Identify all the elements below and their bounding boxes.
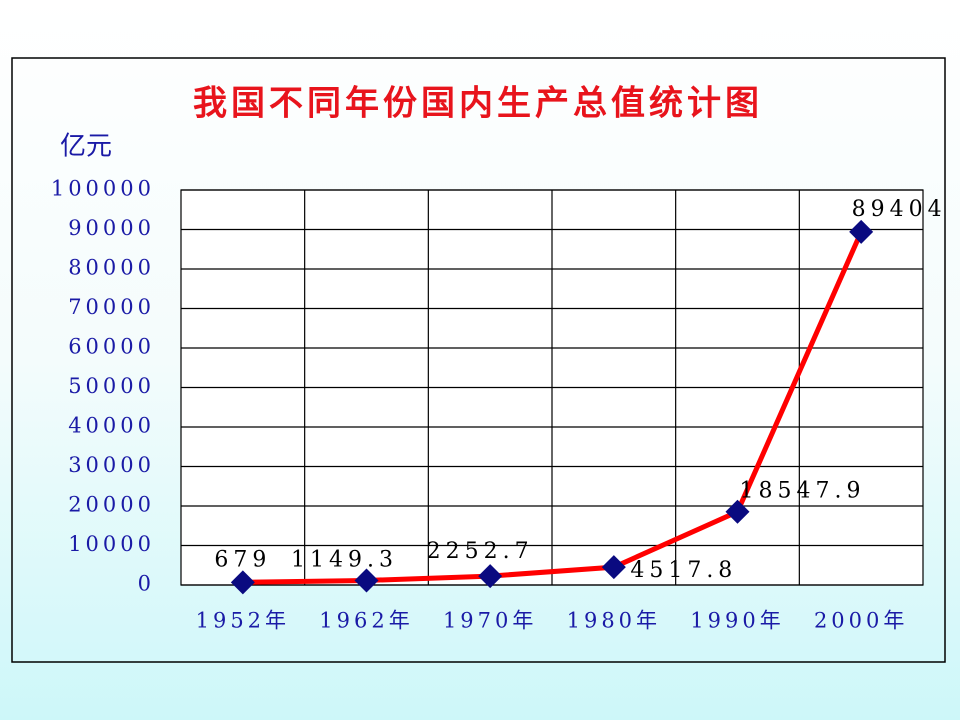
value-label: 2252.7	[427, 539, 534, 564]
y-tick-label: 100000	[51, 177, 155, 201]
y-tick-label: 60000	[68, 335, 155, 359]
y-tick-label: 0	[138, 572, 155, 596]
value-label: 1149.3	[291, 547, 398, 572]
frame	[11, 57, 946, 663]
marker	[725, 499, 750, 524]
x-tick-label: 1990年	[690, 609, 784, 633]
marker	[354, 568, 379, 593]
x-tick-label: 1952年	[196, 609, 290, 633]
marker	[849, 219, 874, 244]
y-tick-label: 10000	[68, 532, 155, 556]
marker	[478, 564, 503, 589]
x-tick-label: 1962年	[319, 609, 413, 633]
y-tick-label: 20000	[68, 493, 155, 517]
x-tick-label: 1980年	[567, 609, 661, 633]
value-label: 4517.8	[630, 558, 737, 583]
marker	[601, 555, 626, 580]
y-axis-label: 亿元	[60, 132, 112, 162]
value-label: 18547.9	[740, 479, 866, 504]
y-tick-label: 40000	[68, 414, 155, 438]
y-tick-label: 30000	[68, 453, 155, 477]
line	[242, 230, 864, 585]
value-label: 679	[214, 547, 271, 572]
value-label: 89404	[852, 197, 947, 222]
chart-title: 我国不同年份国内生产总值统计图	[193, 84, 763, 124]
y-tick-label: 70000	[68, 295, 155, 319]
y-tick-label: 50000	[68, 374, 155, 398]
x-tick-label: 2000年	[814, 609, 908, 633]
marker	[230, 570, 255, 595]
y-tick-label: 80000	[68, 256, 155, 280]
y-tick-label: 90000	[68, 216, 155, 240]
x-tick-label: 1970年	[443, 609, 537, 633]
